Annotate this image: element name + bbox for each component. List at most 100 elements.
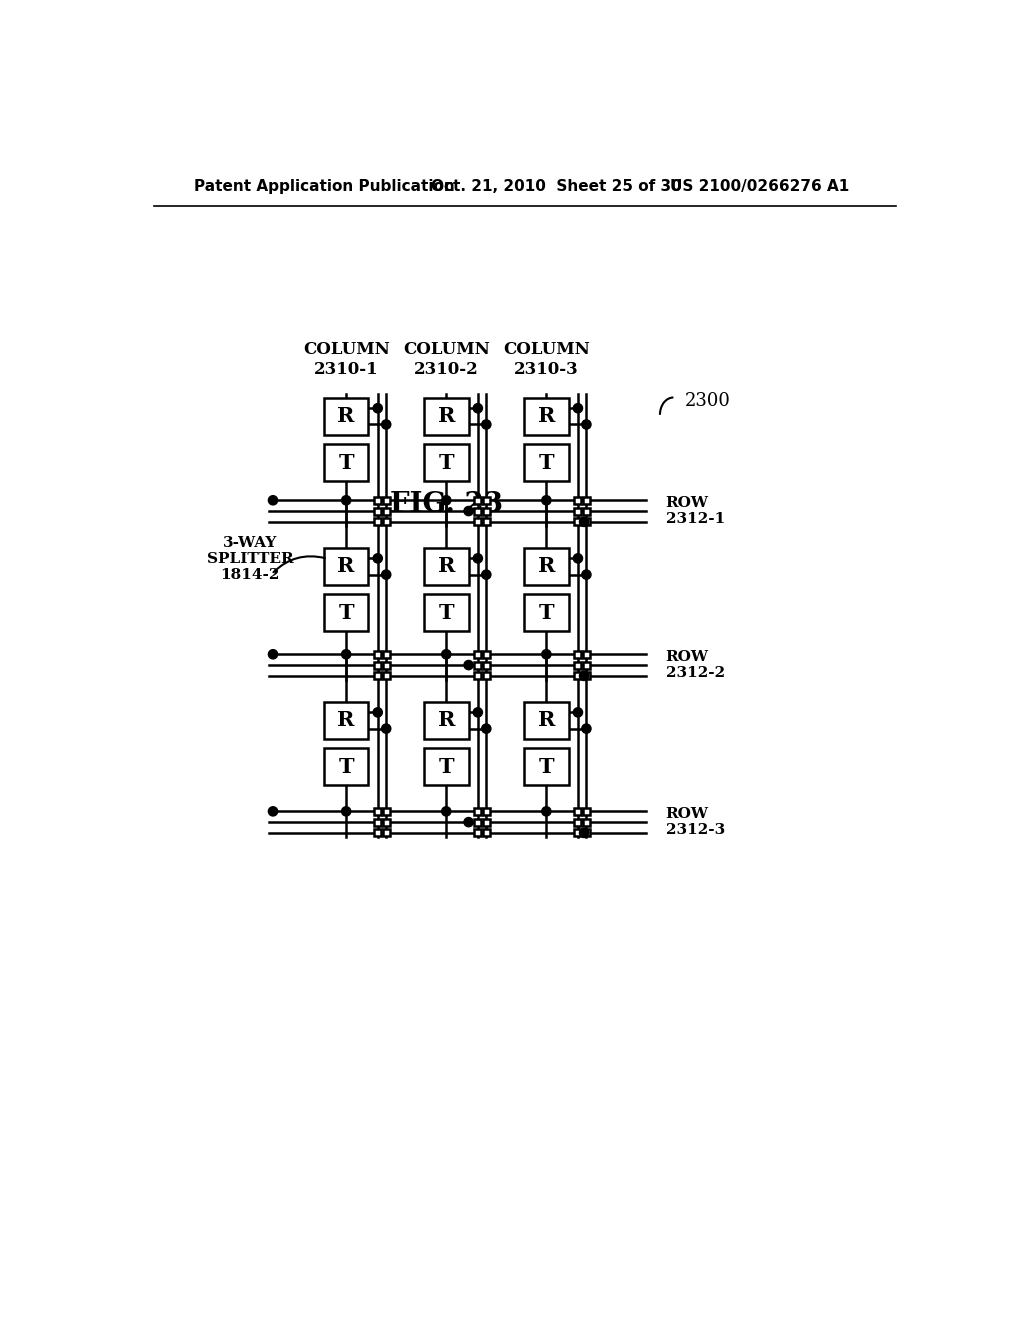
- Bar: [483, 818, 489, 825]
- Bar: [424, 702, 469, 739]
- Bar: [483, 808, 489, 814]
- Bar: [383, 496, 390, 504]
- Bar: [524, 702, 568, 739]
- Text: Oct. 21, 2010  Sheet 25 of 30: Oct. 21, 2010 Sheet 25 of 30: [431, 180, 682, 194]
- Text: T: T: [438, 603, 454, 623]
- Circle shape: [542, 807, 551, 816]
- Text: R: R: [338, 557, 355, 577]
- Text: COLUMN
2310-3: COLUMN 2310-3: [503, 342, 590, 378]
- Circle shape: [382, 570, 391, 579]
- Bar: [374, 661, 381, 668]
- Bar: [574, 672, 582, 680]
- Bar: [524, 594, 568, 631]
- Bar: [424, 748, 469, 785]
- Bar: [474, 651, 481, 657]
- Text: T: T: [438, 756, 454, 776]
- Bar: [383, 808, 390, 814]
- Bar: [574, 519, 582, 525]
- Bar: [583, 672, 590, 680]
- Bar: [474, 508, 481, 515]
- Bar: [383, 519, 390, 525]
- Text: T: T: [338, 453, 354, 473]
- Bar: [374, 519, 381, 525]
- Text: 3-WAY
SPLITTER
1814-2: 3-WAY SPLITTER 1814-2: [207, 536, 293, 582]
- Bar: [324, 444, 369, 480]
- Circle shape: [268, 807, 278, 816]
- Bar: [574, 508, 582, 515]
- Bar: [583, 818, 590, 825]
- Circle shape: [481, 570, 490, 579]
- Bar: [483, 672, 489, 680]
- Bar: [583, 808, 590, 814]
- Bar: [583, 519, 590, 525]
- Bar: [424, 444, 469, 480]
- Bar: [424, 397, 469, 434]
- Circle shape: [441, 649, 451, 659]
- Bar: [483, 661, 489, 668]
- Circle shape: [473, 708, 482, 717]
- Bar: [474, 818, 481, 825]
- Text: ROW
2312-1: ROW 2312-1: [666, 496, 725, 527]
- Bar: [324, 397, 369, 434]
- Text: US 2100/0266276 A1: US 2100/0266276 A1: [670, 180, 849, 194]
- Bar: [424, 594, 469, 631]
- Text: R: R: [338, 407, 355, 426]
- Bar: [474, 829, 481, 837]
- Bar: [524, 444, 568, 480]
- Bar: [324, 702, 369, 739]
- Bar: [583, 661, 590, 668]
- Bar: [383, 818, 390, 825]
- Bar: [474, 672, 481, 680]
- Circle shape: [464, 507, 473, 516]
- Bar: [483, 508, 489, 515]
- Circle shape: [573, 554, 583, 564]
- Bar: [374, 672, 381, 680]
- Bar: [383, 661, 390, 668]
- Circle shape: [464, 660, 473, 669]
- Circle shape: [580, 672, 589, 681]
- Circle shape: [342, 496, 351, 506]
- Circle shape: [342, 807, 351, 816]
- Bar: [574, 496, 582, 504]
- Text: 2300: 2300: [685, 392, 731, 411]
- Circle shape: [464, 817, 473, 826]
- Circle shape: [481, 723, 490, 733]
- Text: T: T: [338, 603, 354, 623]
- Bar: [583, 829, 590, 837]
- Bar: [474, 808, 481, 814]
- Bar: [483, 829, 489, 837]
- Text: T: T: [539, 756, 554, 776]
- Circle shape: [268, 649, 278, 659]
- Circle shape: [473, 554, 482, 564]
- Circle shape: [382, 723, 391, 733]
- Text: COLUMN
2310-2: COLUMN 2310-2: [402, 342, 489, 378]
- Text: Patent Application Publication: Patent Application Publication: [194, 180, 455, 194]
- Bar: [474, 496, 481, 504]
- Circle shape: [441, 496, 451, 506]
- Circle shape: [542, 496, 551, 506]
- Bar: [424, 548, 469, 585]
- Circle shape: [542, 649, 551, 659]
- Bar: [383, 651, 390, 657]
- Circle shape: [373, 708, 382, 717]
- Text: T: T: [438, 453, 454, 473]
- Circle shape: [342, 649, 351, 659]
- Text: FIG. 23: FIG. 23: [390, 491, 503, 519]
- Bar: [483, 519, 489, 525]
- Bar: [474, 519, 481, 525]
- Bar: [524, 548, 568, 585]
- Circle shape: [573, 708, 583, 717]
- Bar: [324, 748, 369, 785]
- Bar: [524, 397, 568, 434]
- Bar: [574, 651, 582, 657]
- Bar: [374, 808, 381, 814]
- Text: R: R: [538, 557, 555, 577]
- Text: ROW
2312-2: ROW 2312-2: [666, 649, 725, 680]
- Bar: [374, 818, 381, 825]
- Bar: [483, 496, 489, 504]
- Text: R: R: [437, 557, 455, 577]
- Bar: [574, 808, 582, 814]
- Circle shape: [582, 420, 591, 429]
- Bar: [374, 829, 381, 837]
- Circle shape: [573, 404, 583, 413]
